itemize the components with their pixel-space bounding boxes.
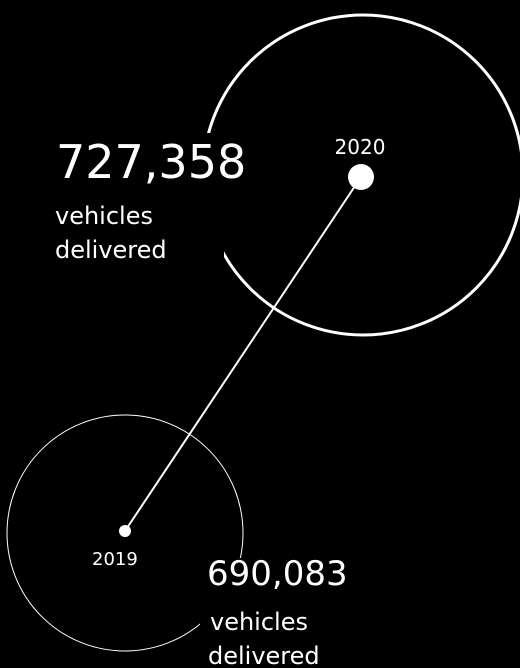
connector-line xyxy=(124,176,362,532)
value-caption: vehicles xyxy=(55,202,153,230)
value-caption: vehicles xyxy=(210,608,308,636)
circle-gap xyxy=(190,133,224,269)
circle-gap xyxy=(200,558,250,628)
value-caption: delivered xyxy=(208,642,320,668)
value-caption: delivered xyxy=(55,236,167,264)
value: 727,358 xyxy=(56,135,246,189)
dot-2020 xyxy=(348,164,374,190)
dot-2019 xyxy=(119,525,131,537)
circle-2019 xyxy=(6,414,244,652)
value: 690,083 xyxy=(207,554,348,594)
year-label: 2019 xyxy=(92,549,138,570)
year-label: 2020 xyxy=(335,135,386,159)
